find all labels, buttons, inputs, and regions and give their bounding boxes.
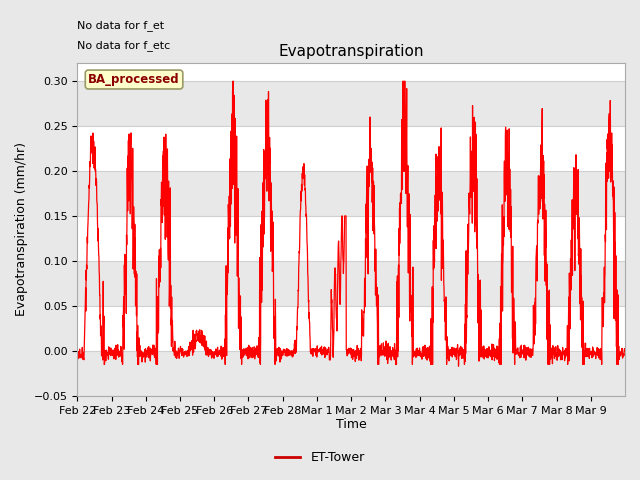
- Bar: [77, 171, 625, 216]
- Legend: ET-Tower: ET-Tower: [270, 446, 370, 469]
- Text: BA_processed: BA_processed: [88, 73, 180, 86]
- Text: No data for f_et: No data for f_et: [77, 20, 164, 31]
- X-axis label: Time: Time: [336, 419, 367, 432]
- Text: No data for f_etc: No data for f_etc: [77, 40, 170, 51]
- Bar: [77, 81, 625, 126]
- Bar: [77, 351, 625, 396]
- Title: Evapotranspiration: Evapotranspiration: [278, 44, 424, 59]
- Bar: [77, 261, 625, 306]
- Y-axis label: Evapotranspiration (mm/hr): Evapotranspiration (mm/hr): [15, 143, 28, 316]
